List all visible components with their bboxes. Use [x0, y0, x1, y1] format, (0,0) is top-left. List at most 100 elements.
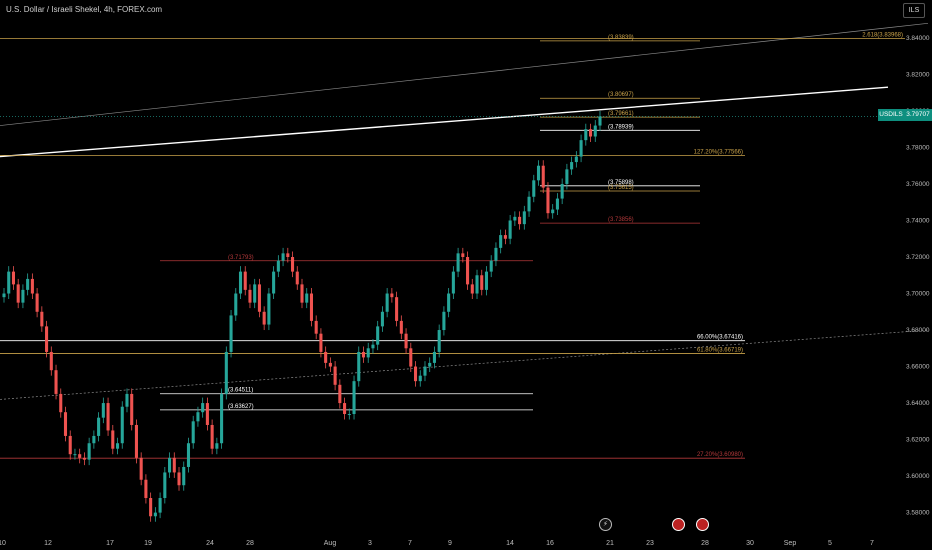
candle-body: [234, 293, 238, 316]
candle-body: [404, 333, 408, 349]
candle-body: [555, 198, 559, 210]
candle-body: [253, 284, 257, 303]
candle-body: [26, 278, 30, 290]
candle-body: [168, 457, 172, 473]
candle-body: [395, 297, 399, 321]
candle-body: [380, 311, 384, 327]
candle-body: [220, 393, 224, 444]
x-tick-label: 9: [448, 540, 452, 547]
candle-body: [447, 293, 451, 312]
candle-body: [291, 257, 295, 272]
fib-level-label: 127.20%(3.77566): [694, 149, 743, 155]
fib-level-label: 2.618(3.83968): [862, 32, 903, 38]
dotted-trendline: [0, 329, 929, 400]
candle-body: [532, 180, 536, 197]
y-tick-label: 3.64000: [906, 400, 930, 407]
candle-body: [484, 271, 489, 290]
candle-body: [295, 271, 299, 285]
fib-level-label: (3.63627): [228, 404, 254, 410]
candle-body: [437, 330, 441, 352]
candle-body: [163, 472, 167, 499]
x-tick-label: Aug: [324, 540, 337, 547]
x-tick-label: 7: [408, 540, 412, 547]
candle-body: [134, 424, 138, 458]
candle-body: [16, 284, 20, 303]
x-tick-label: 28: [246, 540, 254, 547]
candle-body: [92, 435, 96, 444]
candle-body: [300, 284, 304, 303]
candle-body: [30, 278, 34, 294]
candle-body: [527, 196, 531, 212]
candle-body: [565, 169, 569, 184]
upper-trendline: [0, 22, 929, 126]
candle-body: [461, 253, 465, 258]
candle-body: [97, 417, 101, 436]
candle-body: [518, 216, 522, 225]
candle-body: [432, 351, 436, 363]
x-tick-label: 7: [870, 540, 874, 547]
y-tick-label: 3.62000: [906, 437, 930, 444]
candle-body: [238, 271, 243, 294]
x-tick-label: 28: [701, 540, 709, 547]
candle-body: [106, 403, 110, 431]
candle-body: [243, 271, 247, 290]
candle-body: [475, 275, 479, 294]
lightning-icon[interactable]: ⚡: [599, 518, 612, 531]
candle-body: [101, 403, 105, 418]
candle-body: [584, 129, 588, 141]
candle-body: [130, 393, 134, 425]
candle-body: [409, 348, 413, 367]
x-tick-label: 30: [746, 540, 754, 547]
candle-body: [272, 271, 276, 294]
symbol-title: U.S. Dollar / Israeli Shekel, 4h, FOREX.…: [6, 5, 163, 14]
fib-level-label: (3.75615): [608, 185, 634, 191]
candle-body: [593, 125, 597, 137]
candle-body: [139, 457, 143, 480]
candle-body: [87, 443, 91, 460]
candle-body: [470, 284, 474, 294]
candle-body: [466, 257, 470, 285]
candle-body: [210, 424, 214, 449]
candle-body: [201, 403, 205, 413]
candle-body: [494, 247, 498, 261]
candle-body: [574, 156, 578, 163]
y-tick-label: 3.84000: [906, 35, 930, 42]
currency-button[interactable]: ILS: [903, 3, 925, 18]
y-tick-label: 3.60000: [906, 473, 930, 480]
candle-body: [7, 271, 11, 294]
candle-body: [286, 253, 290, 258]
y-tick-label: 3.74000: [906, 217, 930, 224]
x-tick-label: 16: [546, 540, 554, 547]
candle-body: [333, 366, 337, 385]
fib-level-label: (3.75898): [608, 180, 634, 186]
fib-level-label: (3.64511): [228, 388, 253, 394]
candle-body: [2, 293, 6, 298]
candle-body: [536, 165, 541, 181]
x-tick-label: 23: [646, 540, 654, 547]
candle-body: [125, 393, 129, 407]
y-tick-label: 3.70000: [906, 291, 930, 298]
candle-body: [229, 315, 233, 352]
candle-body: [45, 326, 49, 352]
x-tick-label: 19: [144, 540, 152, 547]
x-tick-label: 10: [0, 540, 6, 547]
candle-body: [399, 320, 403, 334]
candle-body: [546, 187, 550, 214]
us-flag-icon[interactable]: [696, 518, 709, 531]
candle-body: [257, 284, 261, 312]
fib-level-label: (3.73856): [608, 217, 634, 223]
candle-body: [589, 129, 593, 137]
us-flag-icon[interactable]: [672, 518, 685, 531]
fib-level-label: 66.00%(3.67416): [697, 335, 743, 341]
y-tick-label: 3.78000: [906, 144, 930, 151]
candle-body: [508, 220, 512, 239]
candle-body: [224, 351, 228, 394]
candle-body: [120, 406, 124, 444]
candle-body: [366, 348, 370, 358]
candle-body: [328, 362, 332, 367]
x-tick-label: 21: [606, 540, 614, 547]
candle-body: [309, 293, 313, 321]
y-tick-label: 3.72000: [906, 254, 930, 261]
